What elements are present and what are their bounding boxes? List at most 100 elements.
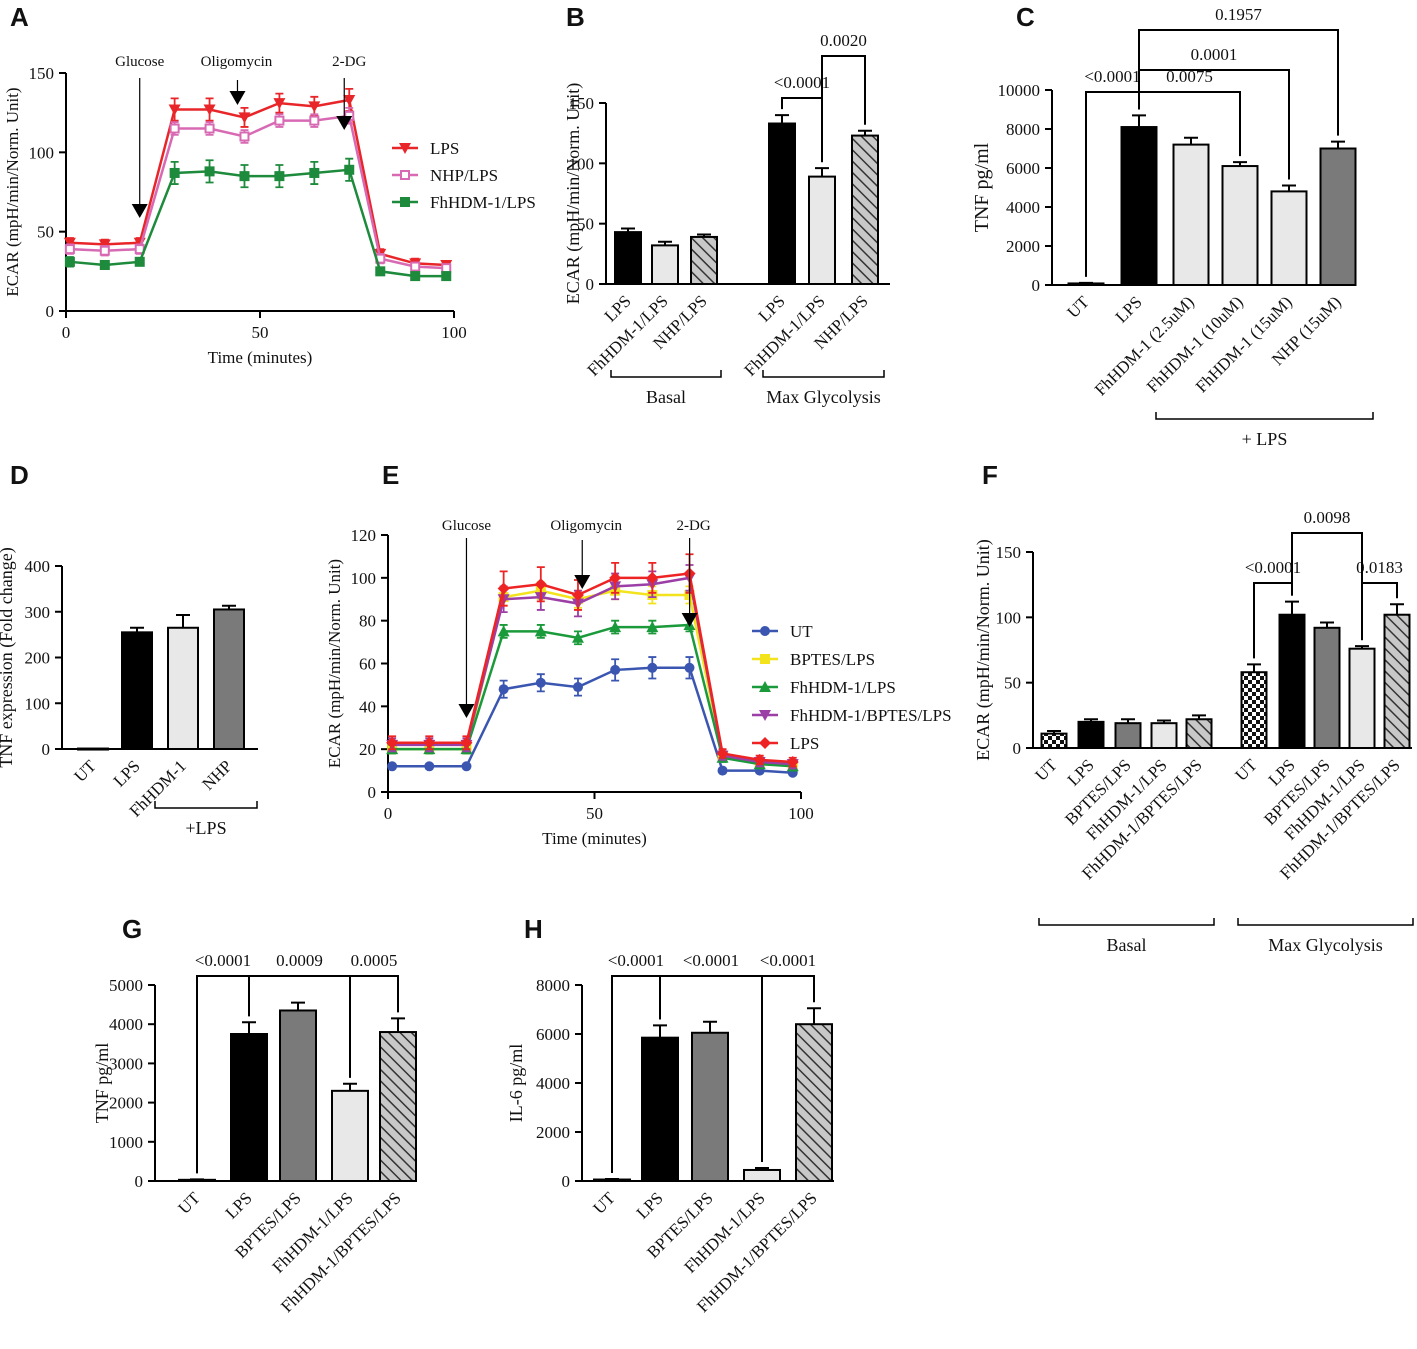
group-bracket-max-glycolysis (762, 370, 885, 378)
x-tick-label: 100 (441, 323, 467, 342)
bar-lps (230, 1033, 268, 1182)
bar-fhhdm-1-bptes-lps (1185, 718, 1213, 750)
bar-lps (1077, 720, 1105, 749)
x-tick-label-lps: LPS (633, 1188, 667, 1222)
p-value-label: <0.0001 (1084, 67, 1140, 86)
x-tick-label-ut: UT (174, 1188, 204, 1218)
y-tick-label: 0 (42, 740, 51, 759)
x-tick-label-ut: UT (1031, 755, 1061, 785)
data-point-lps (168, 104, 181, 116)
data-point-lps (273, 98, 286, 110)
data-point-ut (535, 677, 546, 688)
p-value-label: 0.0075 (1166, 67, 1213, 86)
panel-letter-f: F (982, 460, 998, 490)
y-tick-label: 100 (351, 569, 377, 588)
p-value-label: 0.0098 (1304, 508, 1351, 527)
data-point-nhp-lps (204, 123, 215, 134)
x-tick-label-lps: LPS (1112, 292, 1146, 326)
x-tick-label: 50 (586, 804, 603, 823)
data-point-fhhdm-1-lps (239, 171, 250, 182)
data-point-ut (461, 761, 472, 772)
group-label-basal: Basal (646, 387, 686, 407)
group-label-max-glycolysis: Max Glycolysis (766, 387, 881, 407)
bar-bptes-lps (1114, 722, 1142, 750)
data-point-fhhdm-1-lps (646, 621, 659, 633)
y-tick-label: 3000 (109, 1054, 143, 1073)
y-tick-label: 0 (135, 1172, 144, 1191)
error-bar (242, 1021, 256, 1034)
x-tick-label: 0 (384, 804, 393, 823)
error-bar (1390, 603, 1404, 615)
legend-marker-lps (399, 143, 411, 154)
data-point-lps (609, 571, 622, 584)
error-bar (391, 1017, 405, 1033)
p-value-label: 0.0183 (1356, 558, 1403, 577)
y-tick-label: 50 (37, 223, 54, 242)
bar-nhp-15um (1319, 147, 1357, 286)
error-bar (1331, 140, 1345, 149)
bar-fhhdm-1-15um (1270, 190, 1308, 286)
significance-bracket (821, 55, 866, 163)
y-tick-label: 8000 (536, 976, 570, 995)
error-bar (653, 1024, 667, 1038)
y-tick-label: 300 (25, 603, 51, 622)
data-point-nhp-lps (99, 245, 110, 256)
y-tick-label: 0 (46, 302, 55, 321)
y-tick-label: 40 (359, 697, 376, 716)
data-point-lps (423, 736, 436, 749)
panel-letter-d: D (10, 460, 29, 490)
group-bracket-lps (154, 801, 258, 809)
y-axis-label: TNF pg/ml (92, 1043, 112, 1124)
legend-label-bptes-lps: BPTES/LPS (790, 650, 875, 669)
data-point-lps (753, 753, 766, 766)
x-tick-label-lps: LPS (110, 756, 144, 790)
error-bar (1184, 136, 1198, 145)
data-point-fhhdm-1-lps (274, 171, 285, 182)
data-point-nhp-lps (441, 263, 452, 274)
y-tick-label: 6000 (1006, 159, 1040, 178)
p-value-label: <0.0001 (683, 951, 739, 970)
y-tick-label: 4000 (536, 1074, 570, 1093)
legend-marker-ut (760, 626, 770, 636)
series-line-lps (392, 572, 793, 764)
data-point-lps (786, 756, 799, 769)
data-point-ut (424, 761, 435, 772)
bar-fhhdm-1-bptes-lps (1383, 613, 1411, 749)
group-bracket-lps (1155, 412, 1374, 420)
data-point-ut (387, 761, 398, 772)
y-tick-label: 200 (25, 649, 51, 668)
annotation-glucose: Glucose (442, 518, 491, 534)
x-tick-label-ut: UT (589, 1188, 619, 1218)
y-tick-label: 100 (25, 694, 51, 713)
y-tick-label: 80 (359, 612, 376, 631)
error-bar (343, 1082, 357, 1091)
y-tick-label: 8000 (1006, 120, 1040, 139)
y-tick-label: 6000 (536, 1025, 570, 1044)
x-tick-label: 0 (62, 323, 71, 342)
p-value-label: 0.0009 (276, 951, 323, 970)
legend-marker-nhp-lps (400, 170, 410, 180)
bar-lps (1120, 126, 1158, 286)
group-label-lps: +LPS (185, 818, 226, 838)
bar-bptes-lps (691, 1031, 729, 1183)
legend-label-nhp-lps: NHP/LPS (430, 166, 498, 185)
legend-label-lps: LPS (790, 734, 819, 753)
y-tick-label: 4000 (1006, 198, 1040, 217)
x-tick-label-ut: UT (1063, 292, 1093, 322)
legend-label-lps: LPS (430, 139, 459, 158)
y-axis-label: TNF expression (Fold change) (0, 547, 17, 767)
x-tick-label: 100 (788, 804, 814, 823)
annotation-2-dg: 2-DG (332, 54, 366, 70)
y-axis-label: TNF pg/ml (971, 142, 993, 232)
y-axis-label: ECAR (mpH/min/Norm. Unit) (973, 539, 994, 761)
bar-lps (121, 631, 153, 751)
bar-ut (1067, 282, 1105, 287)
x-tick-label-ut: UT (70, 756, 100, 786)
panel-letter-b: B (566, 2, 585, 32)
y-tick-label: 150 (569, 94, 595, 113)
data-point-lps (716, 747, 729, 760)
